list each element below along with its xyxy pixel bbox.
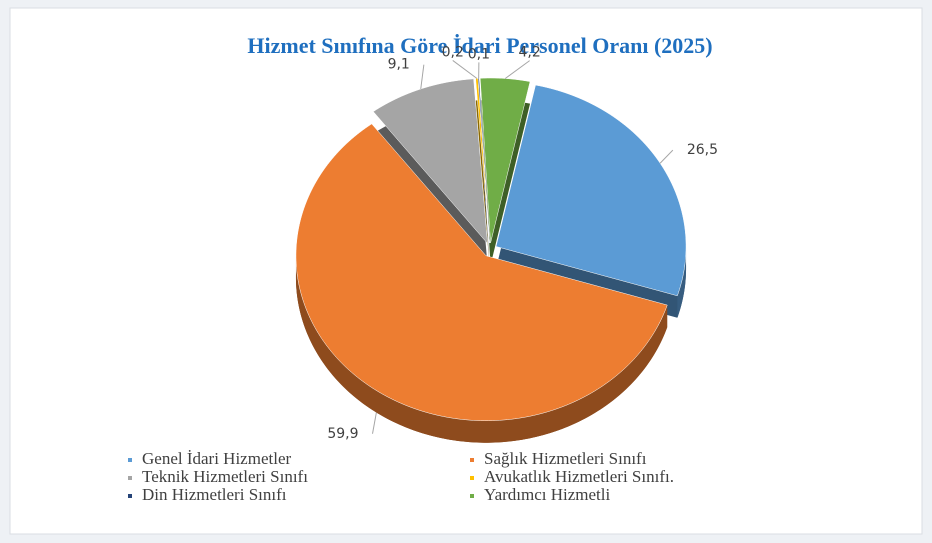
leader-line — [372, 412, 377, 434]
chart-title: Hizmet Sınıfına Göre İdari Personel Oran… — [247, 33, 712, 58]
legend-label: Teknik Hizmetleri Sınıfı — [142, 467, 308, 486]
leader-line — [659, 149, 674, 164]
slice — [295, 123, 668, 421]
data-label: 4,2 — [519, 45, 541, 61]
data-label: 59,9 — [327, 426, 358, 442]
legend-marker — [470, 494, 474, 498]
leader-line — [452, 60, 478, 79]
legend-label: Din Hizmetleri Sınıfı — [142, 485, 287, 504]
legend-label: Yardımcı Hizmetli — [484, 485, 611, 504]
data-label: 0,2 — [442, 44, 464, 60]
legend-marker — [128, 476, 132, 480]
legend-marker — [470, 476, 474, 480]
legend-marker — [470, 458, 474, 462]
legend-marker — [128, 494, 132, 498]
leader-line — [420, 64, 425, 90]
slice — [372, 78, 488, 245]
legend-label: Avukatlık Hizmetleri Sınıfı. — [484, 467, 674, 486]
legend-marker — [128, 458, 132, 462]
legend-label: Genel İdari Hizmetler — [142, 449, 291, 468]
data-label: 9,1 — [388, 57, 410, 73]
data-label: 26,5 — [687, 142, 718, 158]
legend-label: Sağlık Hizmetleri Sınıfı — [484, 449, 647, 468]
data-label: 0,1 — [468, 46, 490, 62]
leader-line — [504, 60, 530, 79]
